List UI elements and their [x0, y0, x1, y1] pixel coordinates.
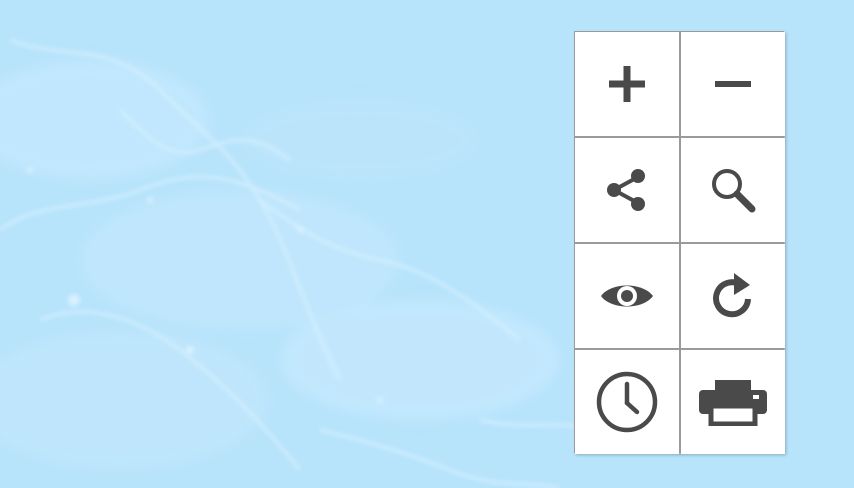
clock-icon: [595, 370, 659, 434]
zoom-in-button[interactable]: [575, 32, 679, 136]
history-button[interactable]: [575, 350, 679, 454]
map-tool-panel: [574, 31, 785, 454]
eye-icon: [599, 278, 655, 314]
plus-icon: [607, 64, 647, 104]
print-button[interactable]: [681, 350, 785, 454]
magnifier-icon: [708, 165, 758, 215]
share-icon: [604, 167, 650, 213]
minus-icon: [713, 64, 753, 104]
view-button[interactable]: [575, 244, 679, 348]
refresh-icon: [708, 271, 758, 321]
printer-icon: [697, 378, 769, 426]
search-button[interactable]: [681, 138, 785, 242]
zoom-out-button[interactable]: [681, 32, 785, 136]
refresh-button[interactable]: [681, 244, 785, 348]
share-button[interactable]: [575, 138, 679, 242]
